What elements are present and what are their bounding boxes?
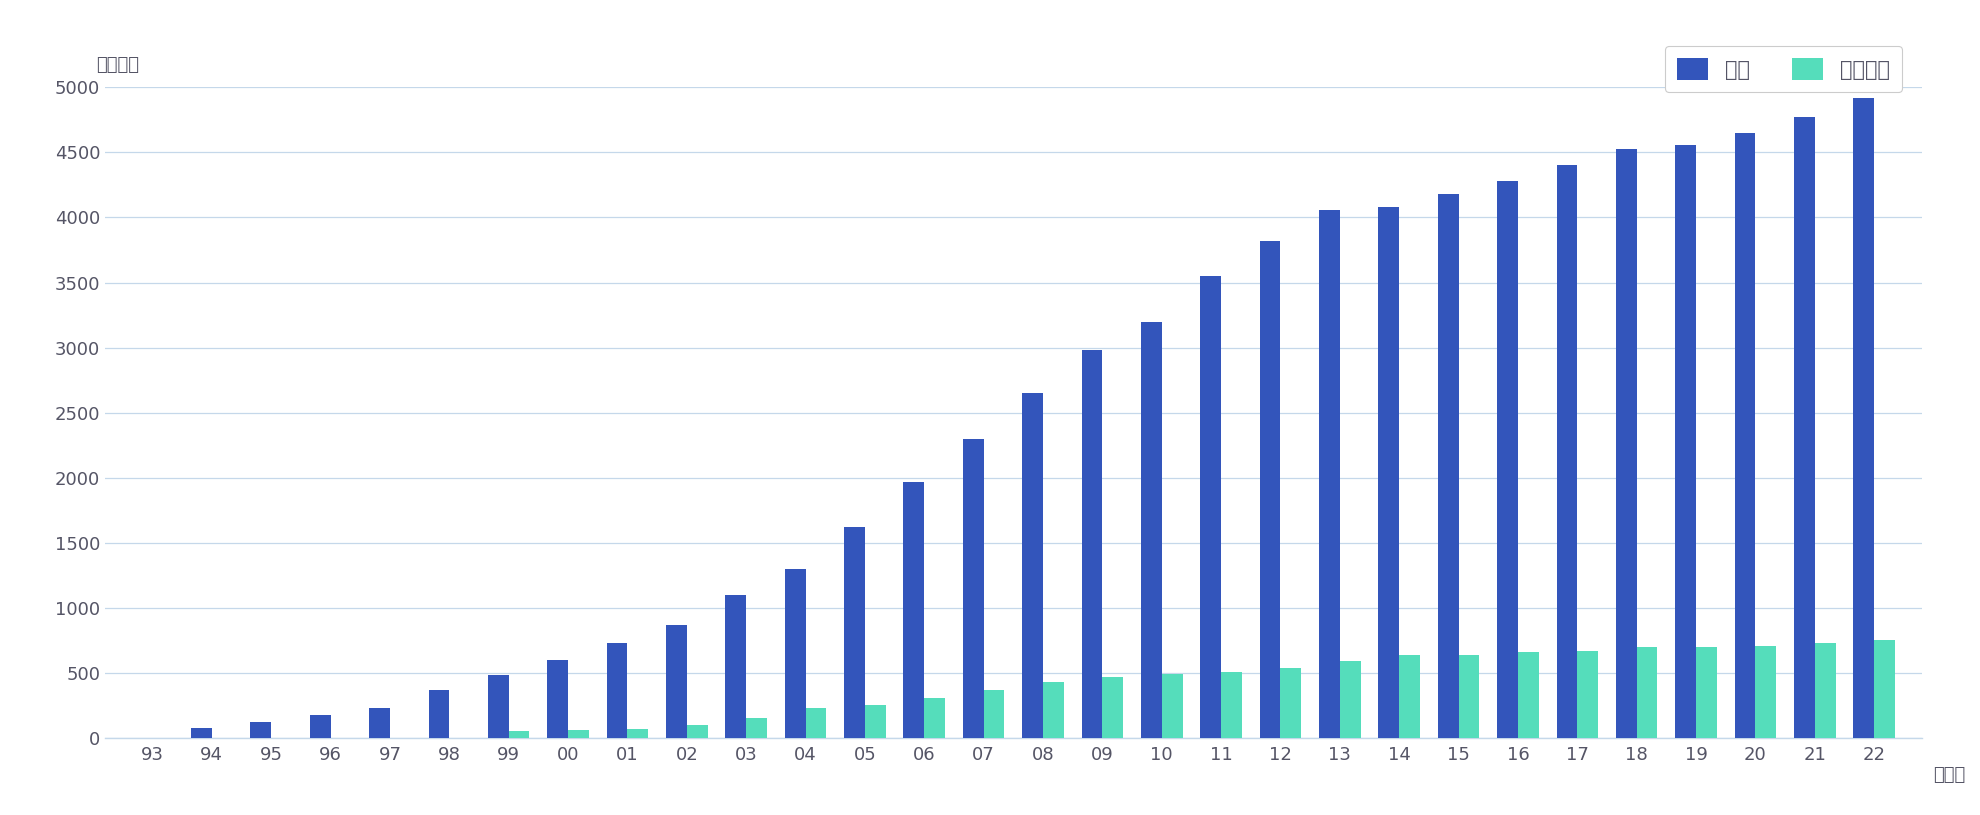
- Bar: [1459, 654, 1479, 738]
- Bar: [665, 625, 687, 738]
- Bar: [925, 698, 944, 738]
- Bar: [1853, 98, 1875, 738]
- Bar: [746, 718, 766, 738]
- Bar: [487, 676, 509, 738]
- Bar: [628, 729, 647, 738]
- Bar: [1556, 165, 1578, 738]
- Bar: [1081, 350, 1103, 738]
- Bar: [1162, 674, 1182, 738]
- Bar: [1675, 144, 1697, 738]
- Bar: [568, 730, 588, 738]
- Bar: [1378, 207, 1400, 738]
- Bar: [1259, 241, 1281, 738]
- Bar: [687, 725, 707, 738]
- Bar: [962, 438, 984, 738]
- Bar: [1519, 652, 1538, 738]
- Bar: [806, 708, 826, 738]
- Bar: [903, 482, 925, 738]
- Bar: [606, 643, 628, 738]
- Text: （年）: （年）: [1932, 766, 1964, 784]
- Text: （件数）: （件数）: [95, 56, 139, 74]
- Legend: 調査, 浄化工事: 調査, 浄化工事: [1665, 46, 1903, 92]
- Bar: [1340, 661, 1360, 738]
- Bar: [1022, 393, 1043, 738]
- Bar: [1816, 643, 1835, 738]
- Bar: [1734, 133, 1756, 738]
- Bar: [1578, 650, 1598, 738]
- Bar: [309, 715, 331, 738]
- Bar: [1222, 672, 1241, 738]
- Bar: [1200, 276, 1222, 738]
- Bar: [1103, 676, 1123, 738]
- Bar: [368, 708, 390, 738]
- Bar: [546, 660, 568, 738]
- Bar: [1794, 117, 1816, 738]
- Bar: [1616, 148, 1637, 738]
- Bar: [428, 689, 449, 738]
- Bar: [249, 722, 271, 738]
- Bar: [784, 569, 806, 738]
- Bar: [1875, 641, 1895, 738]
- Bar: [1400, 654, 1420, 738]
- Bar: [1043, 682, 1063, 738]
- Bar: [865, 706, 885, 738]
- Bar: [1281, 667, 1301, 738]
- Bar: [1697, 647, 1717, 738]
- Bar: [725, 595, 746, 738]
- Bar: [1497, 181, 1519, 738]
- Bar: [1637, 647, 1657, 738]
- Bar: [1756, 645, 1776, 738]
- Bar: [1319, 209, 1340, 738]
- Bar: [1437, 194, 1459, 738]
- Bar: [1140, 322, 1162, 738]
- Bar: [984, 689, 1004, 738]
- Bar: [843, 527, 865, 738]
- Bar: [509, 731, 529, 738]
- Bar: [190, 728, 212, 738]
